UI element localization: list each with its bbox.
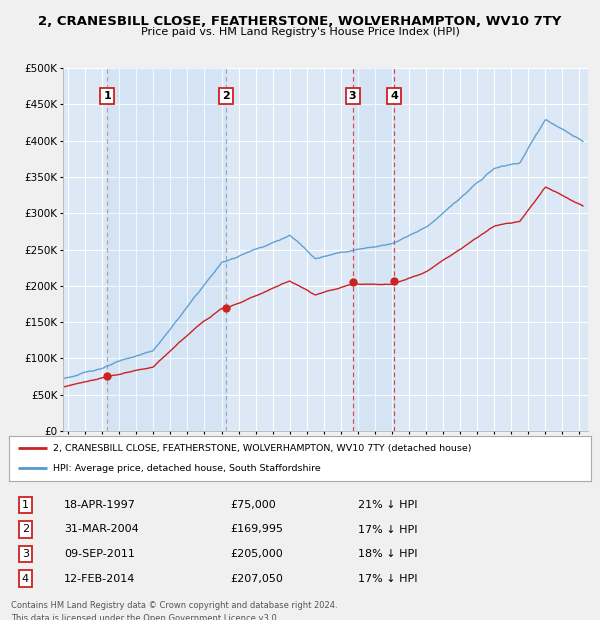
Text: 31-MAR-2004: 31-MAR-2004: [64, 525, 139, 534]
Text: 18% ↓ HPI: 18% ↓ HPI: [358, 549, 418, 559]
Text: £75,000: £75,000: [230, 500, 276, 510]
Text: 4: 4: [22, 574, 29, 583]
Text: 12-FEB-2014: 12-FEB-2014: [64, 574, 136, 583]
Text: 2: 2: [222, 91, 230, 101]
Text: 17% ↓ HPI: 17% ↓ HPI: [358, 525, 418, 534]
Text: 2, CRANESBILL CLOSE, FEATHERSTONE, WOLVERHAMPTON, WV10 7TY (detached house): 2, CRANESBILL CLOSE, FEATHERSTONE, WOLVE…: [53, 444, 471, 453]
Text: 4: 4: [390, 91, 398, 101]
Text: £169,995: £169,995: [230, 525, 283, 534]
Text: 2, CRANESBILL CLOSE, FEATHERSTONE, WOLVERHAMPTON, WV10 7TY: 2, CRANESBILL CLOSE, FEATHERSTONE, WOLVE…: [38, 16, 562, 28]
Text: HPI: Average price, detached house, South Staffordshire: HPI: Average price, detached house, Sout…: [53, 464, 320, 474]
Text: 2: 2: [22, 525, 29, 534]
Text: £207,050: £207,050: [230, 574, 283, 583]
Text: Price paid vs. HM Land Registry's House Price Index (HPI): Price paid vs. HM Land Registry's House …: [140, 27, 460, 37]
Bar: [353, 68, 394, 431]
Text: £205,000: £205,000: [230, 549, 283, 559]
Text: 09-SEP-2011: 09-SEP-2011: [64, 549, 135, 559]
Text: 18-APR-1997: 18-APR-1997: [64, 500, 136, 510]
Bar: [107, 68, 226, 431]
Text: 21% ↓ HPI: 21% ↓ HPI: [358, 500, 418, 510]
Text: 3: 3: [22, 549, 29, 559]
Text: 17% ↓ HPI: 17% ↓ HPI: [358, 574, 418, 583]
Text: 3: 3: [349, 91, 356, 101]
Text: 1: 1: [103, 91, 111, 101]
Text: 1: 1: [22, 500, 29, 510]
Text: Contains HM Land Registry data © Crown copyright and database right 2024.
This d: Contains HM Land Registry data © Crown c…: [11, 601, 337, 620]
